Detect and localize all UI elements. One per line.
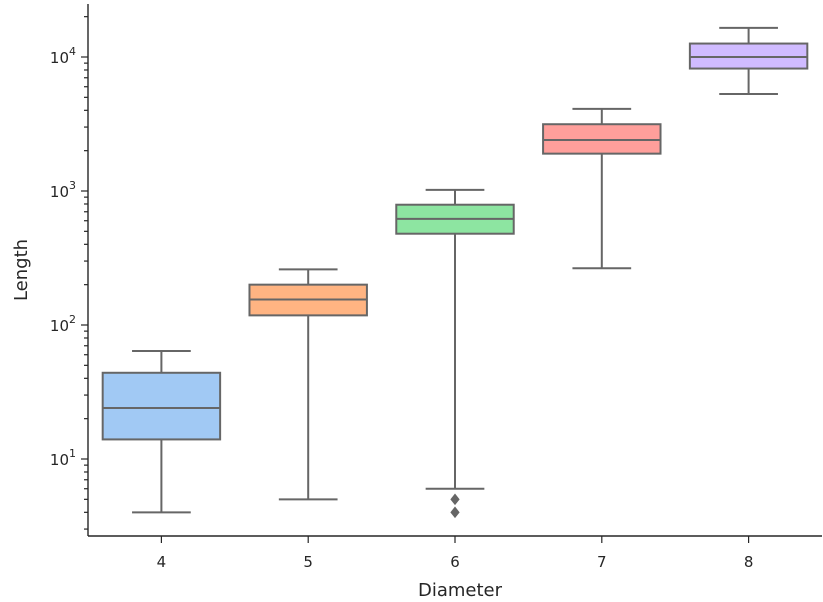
y-tick-label: 102 [50,313,76,335]
outlier-point [450,493,460,506]
x-tick-label: 4 [157,553,167,571]
boxes-group [101,26,809,519]
box-7 [542,107,662,270]
box-4 [101,349,222,514]
outlier-point [450,506,460,519]
y-tick-label: 104 [50,45,76,67]
y-ticks-group: 101 102 103 104 [50,16,88,530]
box-6 [395,188,515,519]
x-tick-label: 7 [597,553,607,571]
y-axis-label: Length [11,239,32,301]
box-5 [248,268,368,501]
x-tick-label: 6 [450,553,460,571]
y-tick-label: 101 [50,447,76,469]
iqr-box [542,123,662,155]
iqr-box [101,371,222,441]
x-tick-label: 8 [744,553,754,571]
y-tick-label: 103 [50,179,76,201]
box-8 [688,26,809,95]
x-axis-label: Diameter [418,580,503,601]
x-tick-label: 5 [303,553,313,571]
x-ticks-group: 4 5 6 7 8 [157,536,754,571]
